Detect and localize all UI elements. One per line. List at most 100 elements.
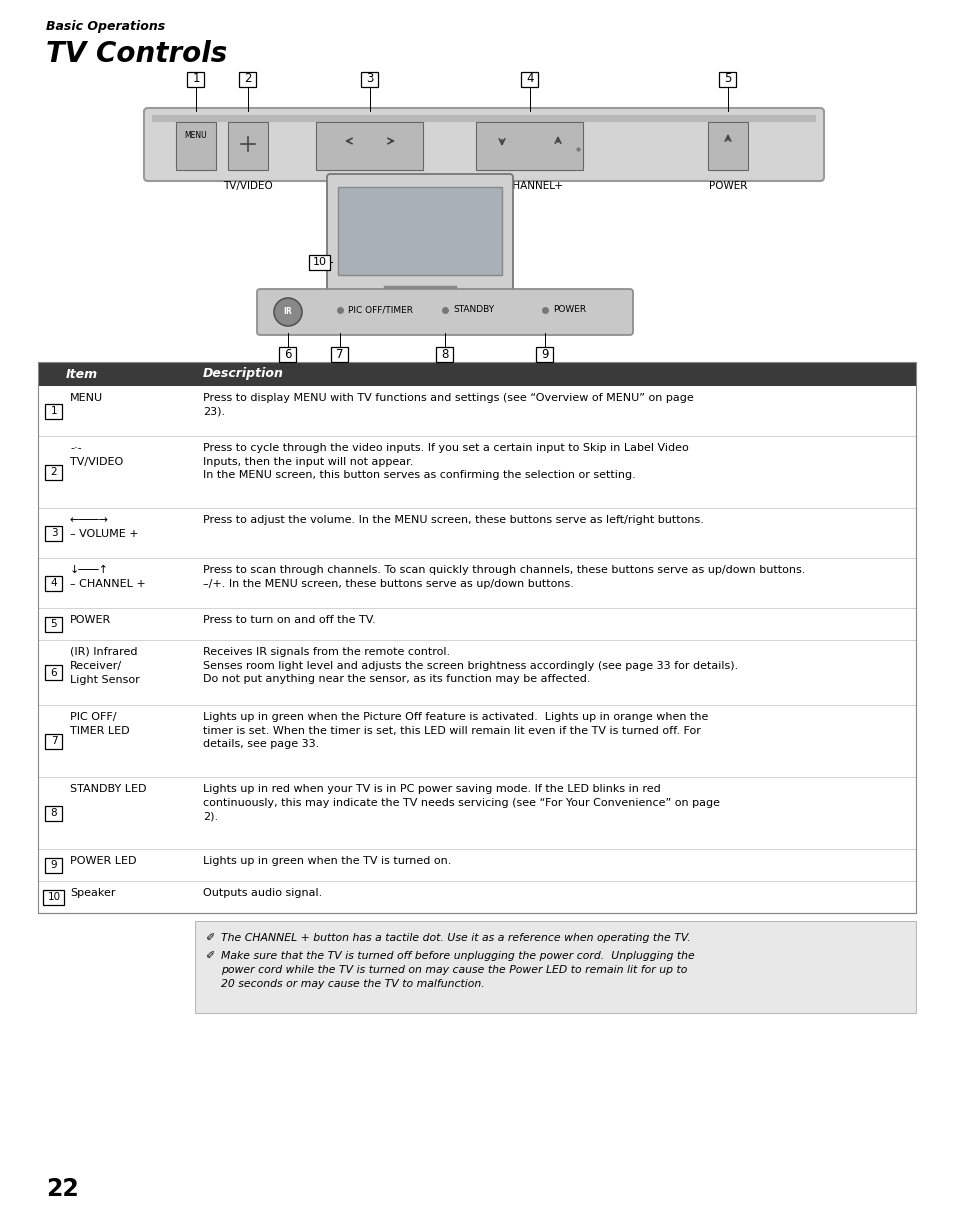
FancyBboxPatch shape xyxy=(316,121,423,171)
FancyBboxPatch shape xyxy=(337,187,501,275)
Text: 5: 5 xyxy=(51,618,57,629)
Text: Lights up in green when the TV is turned on.: Lights up in green when the TV is turned… xyxy=(203,856,451,866)
Text: Press to turn on and off the TV.: Press to turn on and off the TV. xyxy=(203,615,375,625)
FancyBboxPatch shape xyxy=(707,121,747,171)
Text: 7: 7 xyxy=(51,736,57,746)
FancyBboxPatch shape xyxy=(46,575,63,590)
Text: Press to cycle through the video inputs. If you set a certain input to Skip in L: Press to cycle through the video inputs.… xyxy=(203,443,688,480)
Text: 10: 10 xyxy=(313,256,327,267)
Bar xyxy=(38,849,915,881)
FancyBboxPatch shape xyxy=(521,71,537,86)
Text: CHANNEL: CHANNEL xyxy=(504,182,555,191)
Text: 3: 3 xyxy=(366,72,374,86)
Text: 3: 3 xyxy=(51,528,57,537)
Bar xyxy=(194,921,915,1014)
Text: 6: 6 xyxy=(51,667,57,677)
Text: TV/VIDEO: TV/VIDEO xyxy=(223,182,273,191)
FancyBboxPatch shape xyxy=(46,616,63,632)
Text: STANDBY LED: STANDBY LED xyxy=(70,784,147,794)
Text: POWER: POWER xyxy=(553,306,585,314)
Bar xyxy=(38,777,915,849)
Text: TV Controls: TV Controls xyxy=(46,40,227,67)
FancyBboxPatch shape xyxy=(361,71,378,86)
Text: POWER: POWER xyxy=(708,182,746,191)
Bar xyxy=(38,387,915,436)
Text: Press to adjust the volume. In the MENU screen, these buttons serve as left/righ: Press to adjust the volume. In the MENU … xyxy=(203,515,703,525)
Text: ✐: ✐ xyxy=(205,951,214,961)
Text: (IR) Infrared
Receiver/
Light Sensor: (IR) Infrared Receiver/ Light Sensor xyxy=(70,647,139,685)
FancyBboxPatch shape xyxy=(46,525,63,541)
Text: 9: 9 xyxy=(51,860,57,870)
Text: POWER LED: POWER LED xyxy=(70,856,136,866)
FancyBboxPatch shape xyxy=(309,254,330,270)
Text: STANDBY: STANDBY xyxy=(453,306,494,314)
Text: Speaker: Speaker xyxy=(70,888,115,898)
Text: 2: 2 xyxy=(244,72,252,86)
Text: 10: 10 xyxy=(48,892,60,902)
Text: MENU: MENU xyxy=(70,393,103,402)
Bar xyxy=(38,640,915,706)
FancyBboxPatch shape xyxy=(46,805,63,821)
Text: IR: IR xyxy=(283,308,292,317)
Text: MENU: MENU xyxy=(185,131,207,140)
FancyBboxPatch shape xyxy=(228,121,268,171)
Bar xyxy=(38,706,915,777)
Text: Press to scan through channels. To scan quickly through channels, these buttons : Press to scan through channels. To scan … xyxy=(203,564,804,589)
Text: Make sure that the TV is turned off before unplugging the power cord.  Unpluggin: Make sure that the TV is turned off befo… xyxy=(221,951,694,989)
FancyBboxPatch shape xyxy=(188,71,204,86)
Text: –: – xyxy=(498,182,504,191)
Text: Outputs audio signal.: Outputs audio signal. xyxy=(203,888,322,898)
Bar xyxy=(152,115,815,121)
Text: –: – xyxy=(345,182,351,191)
Text: 7: 7 xyxy=(335,347,343,361)
Text: -·-
TV/VIDEO: -·- TV/VIDEO xyxy=(70,443,123,467)
Text: 2: 2 xyxy=(51,467,57,477)
Text: 4: 4 xyxy=(526,72,533,86)
Text: Item: Item xyxy=(66,368,98,380)
Text: 4: 4 xyxy=(51,578,57,588)
Text: Press to display MENU with TV functions and settings (see “Overview of MENU” on : Press to display MENU with TV functions … xyxy=(203,393,693,417)
FancyBboxPatch shape xyxy=(256,290,633,335)
Text: +: + xyxy=(553,182,562,191)
Text: ↓───↑
– CHANNEL +: ↓───↑ – CHANNEL + xyxy=(70,564,146,589)
Text: POWER: POWER xyxy=(70,615,112,625)
FancyBboxPatch shape xyxy=(536,346,553,362)
Text: Lights up in green when the Picture Off feature is activated.  Lights up in oran: Lights up in green when the Picture Off … xyxy=(203,712,708,750)
FancyBboxPatch shape xyxy=(46,858,63,872)
Text: PIC OFF/
TIMER LED: PIC OFF/ TIMER LED xyxy=(70,712,130,736)
FancyBboxPatch shape xyxy=(46,465,63,480)
FancyBboxPatch shape xyxy=(239,71,256,86)
FancyBboxPatch shape xyxy=(44,890,65,904)
Text: Receives IR signals from the remote control.
Senses room light level and adjusts: Receives IR signals from the remote cont… xyxy=(203,647,738,685)
Bar xyxy=(38,362,915,387)
FancyBboxPatch shape xyxy=(279,346,296,362)
FancyBboxPatch shape xyxy=(46,665,63,680)
Text: 1: 1 xyxy=(193,72,199,86)
FancyBboxPatch shape xyxy=(476,121,583,171)
FancyBboxPatch shape xyxy=(46,404,63,418)
Bar xyxy=(38,508,915,558)
Text: ←───→
– VOLUME +: ←───→ – VOLUME + xyxy=(70,515,138,539)
Circle shape xyxy=(274,298,302,326)
Text: 9: 9 xyxy=(540,347,548,361)
Bar xyxy=(38,558,915,609)
FancyBboxPatch shape xyxy=(436,346,453,362)
Text: PIC OFF/TIMER: PIC OFF/TIMER xyxy=(348,306,413,314)
Text: VOLUME: VOLUME xyxy=(348,182,392,191)
Bar xyxy=(38,436,915,508)
FancyBboxPatch shape xyxy=(175,121,215,171)
FancyBboxPatch shape xyxy=(719,71,736,86)
Text: Description: Description xyxy=(203,368,284,380)
Text: +: + xyxy=(387,182,396,191)
Bar xyxy=(38,609,915,640)
Text: Lights up in red when your TV is in PC power saving mode. If the LED blinks in r: Lights up in red when your TV is in PC p… xyxy=(203,784,720,821)
FancyBboxPatch shape xyxy=(327,174,513,290)
Bar xyxy=(38,881,915,913)
FancyBboxPatch shape xyxy=(144,108,823,182)
Text: 22: 22 xyxy=(46,1177,79,1201)
Text: 8: 8 xyxy=(51,809,57,818)
Text: 8: 8 xyxy=(441,347,448,361)
FancyBboxPatch shape xyxy=(46,734,63,748)
Text: Basic Operations: Basic Operations xyxy=(46,20,165,33)
FancyBboxPatch shape xyxy=(331,346,348,362)
